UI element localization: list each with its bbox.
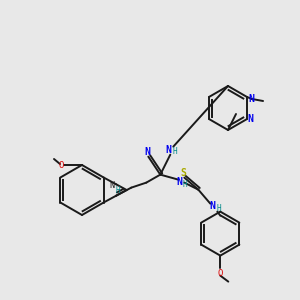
Text: N: N xyxy=(248,94,254,104)
Text: N: N xyxy=(144,147,150,157)
Text: O: O xyxy=(58,160,64,169)
Text: N: N xyxy=(110,181,115,190)
Text: H: H xyxy=(217,204,222,213)
Text: H: H xyxy=(173,147,178,156)
Text: N: N xyxy=(176,177,182,187)
Text: H: H xyxy=(116,186,121,195)
Text: N: N xyxy=(165,145,171,154)
Text: N: N xyxy=(247,114,253,124)
Text: O: O xyxy=(218,269,223,278)
Text: N: N xyxy=(209,201,215,211)
Text: S: S xyxy=(180,168,186,178)
Text: H: H xyxy=(183,180,188,189)
